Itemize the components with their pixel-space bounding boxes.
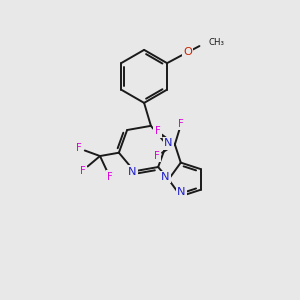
Text: N: N	[161, 172, 170, 182]
Text: F: F	[107, 172, 112, 182]
Text: F: F	[154, 126, 160, 136]
Text: CH₃: CH₃	[208, 38, 224, 47]
Text: F: F	[80, 166, 86, 176]
Text: N: N	[164, 138, 173, 148]
Text: N: N	[177, 188, 186, 197]
Text: N: N	[128, 167, 136, 177]
Text: F: F	[76, 143, 82, 153]
Text: F: F	[178, 118, 184, 129]
Text: F: F	[154, 151, 160, 161]
Text: O: O	[183, 47, 192, 57]
